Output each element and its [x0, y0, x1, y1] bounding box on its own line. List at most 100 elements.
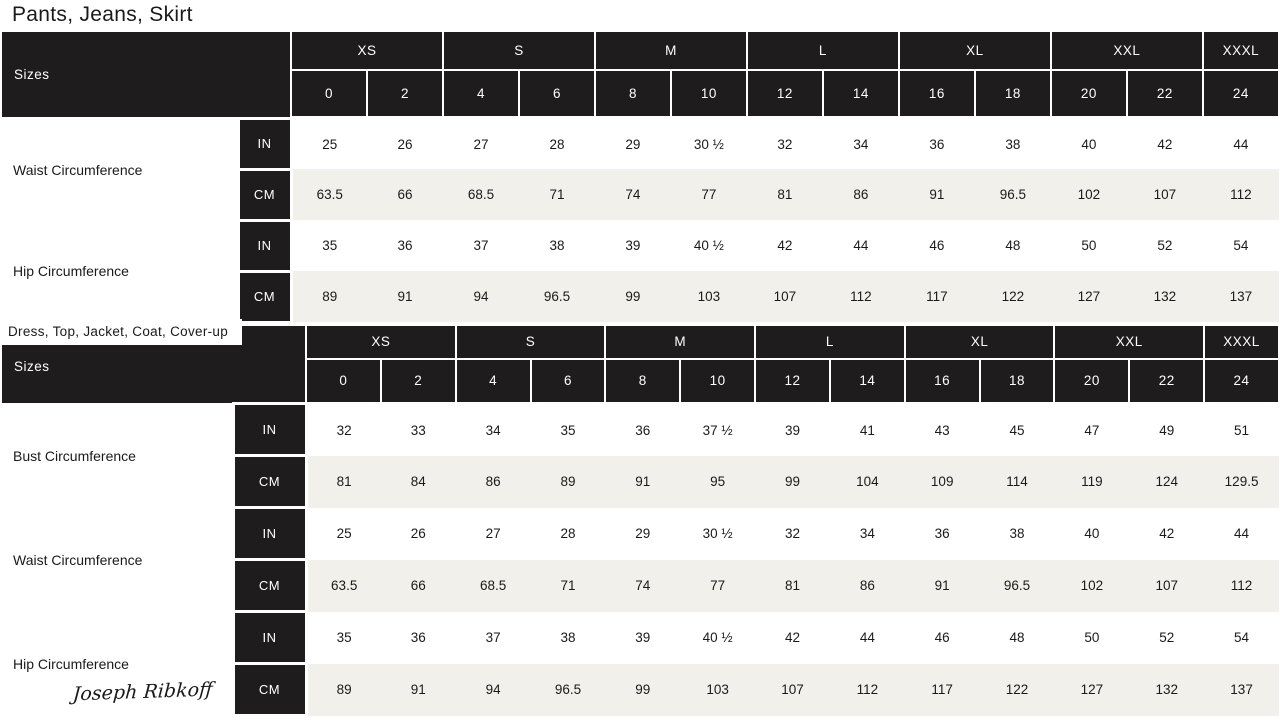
size-group-header: XL [897, 30, 1052, 71]
unit-cell: CM [231, 558, 308, 613]
value-cell: 28 [518, 118, 595, 169]
value-cell: 107 [1126, 169, 1203, 220]
value-cell: 91 [898, 169, 975, 220]
value-cell: 36 [380, 611, 456, 664]
value-cell: 25 [291, 118, 367, 169]
size-number-header: 10 [669, 69, 748, 120]
size-group-header: XL [903, 323, 1056, 360]
value-cell: 27 [455, 507, 531, 560]
value-cell: 137 [1204, 663, 1279, 716]
value-cell: 52 [1126, 220, 1203, 271]
value-cell: 127 [1050, 271, 1127, 322]
value-cell: 30 ½ [680, 507, 756, 560]
value-cell: 28 [530, 507, 606, 560]
unit-cell: IN [231, 610, 308, 665]
size-number-header: 0 [305, 357, 382, 406]
value-cell: 112 [1202, 169, 1279, 220]
measurement-label: Hip Circumference [1, 611, 233, 716]
value-cell: 124 [1129, 455, 1205, 508]
measurement-row: Waist Circumference IN 25 26 27 28 29 30 ½ 32 34 3… [1, 506, 1279, 612]
value-cell: 54 [1204, 611, 1279, 664]
measurement-label: Bust Circumference [1, 403, 233, 508]
value-cell: 94 [442, 271, 519, 322]
size-number-header: 8 [593, 69, 672, 120]
value-cell: 37 [442, 220, 519, 271]
value-cell: 34 [455, 403, 531, 456]
value-cell: 81 [755, 559, 830, 612]
value-cell: 41 [829, 403, 905, 456]
value-cell: 37 [455, 611, 531, 664]
value-cell: 102 [1054, 559, 1130, 612]
value-cell: 54 [1202, 220, 1279, 271]
value-cell: 42 [1126, 118, 1203, 169]
value-cell: 63.5 [291, 169, 367, 220]
value-cell: 81 [306, 455, 381, 508]
size-number-header: 22 [1128, 357, 1206, 406]
value-cell: 38 [530, 611, 606, 664]
value-cell: 40 ½ [670, 220, 747, 271]
value-cell: 68.5 [455, 559, 531, 612]
value-cell: 44 [829, 611, 905, 664]
size-number-header: 14 [821, 69, 900, 120]
value-cell: 46 [898, 220, 975, 271]
value-cell: 122 [979, 663, 1055, 716]
value-cell: 29 [594, 118, 671, 169]
value-cell: 38 [974, 118, 1051, 169]
value-cell: 127 [1054, 663, 1130, 716]
value-cell: 84 [380, 455, 456, 508]
value-cell: 36 [904, 507, 980, 560]
value-cell: 48 [974, 220, 1051, 271]
value-cell: 50 [1054, 611, 1130, 664]
value-cell: 107 [755, 663, 830, 716]
value-cell: 35 [291, 220, 367, 271]
value-cell: 44 [822, 220, 899, 271]
measurement-row: Waist Circumference IN 25 26 27 28 29 30 ½ 32 34 3… [1, 116, 1279, 220]
value-cell: 47 [1054, 403, 1130, 456]
unit-cell: CM [231, 454, 308, 509]
value-cell: 74 [605, 559, 681, 612]
value-cell: 96.5 [974, 169, 1051, 220]
value-cell: 33 [380, 403, 456, 456]
value-cell: 26 [380, 507, 456, 560]
value-cell: 45 [979, 403, 1055, 456]
size-number-header: 24 [1201, 69, 1280, 120]
value-cell: 137 [1202, 271, 1279, 322]
value-cell: 40 [1054, 507, 1130, 560]
value-cell: 32 [755, 507, 830, 560]
value-cell: 91 [367, 271, 443, 322]
value-cell: 34 [822, 118, 899, 169]
size-group-header: L [754, 323, 906, 360]
size-number-header: 12 [754, 357, 831, 406]
value-cell: 86 [455, 455, 531, 508]
size-group-header: XS [290, 30, 444, 71]
value-cell: 122 [974, 271, 1051, 322]
value-cell: 39 [755, 403, 830, 456]
size-group-header: XXXL [1201, 30, 1280, 71]
value-cell: 71 [518, 169, 595, 220]
value-cell: 117 [898, 271, 975, 322]
measurement-row: Hip Circumference IN 35 36 37 38 39 40 ½ 42 44 46 4… [1, 218, 1279, 322]
measurement-row: CM 89 91 94 96.5 99 103 107 112 117 122 127 132 137 [1, 662, 1279, 717]
page-title: Pants, Jeans, Skirt [12, 3, 193, 26]
size-table: Sizes XS S M L XL XXL XXXL 0 2 4 6 8 10 12 14 16 18 20 22 24… [0, 30, 1280, 324]
value-cell: 91 [904, 559, 980, 612]
size-number-header: 18 [973, 69, 1052, 120]
value-cell: 112 [829, 663, 905, 716]
value-cell: 38 [518, 220, 595, 271]
size-number-header: 4 [454, 357, 532, 406]
value-cell: 96.5 [518, 271, 595, 322]
size-number-header: 6 [517, 69, 596, 120]
value-cell: 37 ½ [680, 403, 756, 456]
table-title-overlay: Dress, Top, Jacket, Coat, Cover-up [0, 318, 243, 345]
value-cell: 95 [680, 455, 756, 508]
size-group-header: XS [305, 323, 457, 360]
value-cell: 99 [605, 663, 681, 716]
value-cell: 132 [1126, 271, 1203, 322]
size-number-header: 14 [828, 357, 906, 406]
value-cell: 107 [746, 271, 823, 322]
size-group-header: XXL [1049, 30, 1204, 71]
unit-cell: IN [231, 506, 308, 561]
value-cell: 77 [680, 559, 756, 612]
size-table-dress-top-jacket-coat-coverup: Dress, Top, Jacket, Coat, Cover-up Sizes… [0, 318, 1280, 717]
